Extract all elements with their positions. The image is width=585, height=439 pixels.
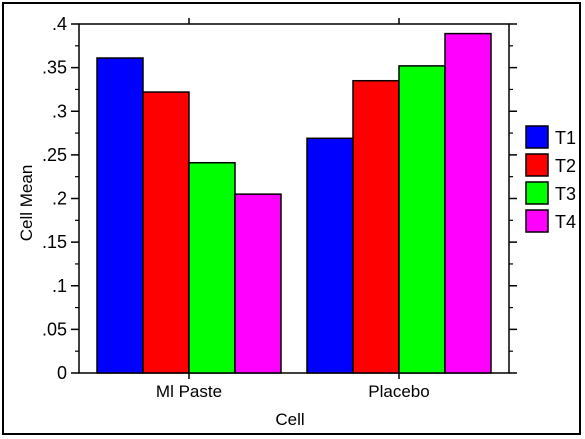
- legend: T1 T2 T3 T4: [525, 125, 576, 233]
- y-tick-label: .25: [42, 145, 67, 165]
- legend-swatch-t3: [525, 181, 549, 205]
- bar-t4-placebo: [444, 32, 492, 374]
- bar-t3-placebo: [398, 65, 446, 374]
- legend-swatch-t2: [525, 153, 549, 177]
- y-tick-label: .3: [52, 101, 67, 121]
- y-tick-label: .1: [52, 276, 67, 296]
- y-axis-title: Cell Mean: [17, 165, 36, 242]
- y-tick-label: .4: [52, 14, 67, 34]
- y-tick-label: 0: [57, 363, 67, 383]
- x-tick-label: Ml Paste: [156, 382, 222, 401]
- y-tick-label: .15: [42, 232, 67, 252]
- legend-swatch-t4: [525, 209, 549, 233]
- bar-t1-ml-paste: [96, 57, 144, 374]
- legend-label-t4: T4: [555, 212, 576, 232]
- x-tick-label: Placebo: [368, 382, 429, 401]
- bar-t2-placebo: [352, 79, 400, 374]
- bar-t1-placebo: [306, 137, 354, 374]
- x-axis-title: Cell: [275, 410, 304, 429]
- bar-t4-ml-paste: [234, 193, 282, 374]
- bar-t2-ml-paste: [142, 91, 190, 374]
- y-tick-label: .35: [42, 58, 67, 78]
- legend-label-t1: T1: [555, 128, 576, 148]
- bar-t3-ml-paste: [188, 161, 236, 374]
- legend-label-t3: T3: [555, 184, 576, 204]
- y-tick-label: .05: [42, 319, 67, 339]
- bars-group: [96, 32, 492, 374]
- legend-label-t2: T2: [555, 156, 576, 176]
- y-tick-label: .2: [52, 189, 67, 209]
- axes-group: Ml Paste Placebo 0 .05 .1 .15 .2 .25 .3 .35 .4: [42, 14, 517, 401]
- legend-swatch-t1: [525, 125, 549, 149]
